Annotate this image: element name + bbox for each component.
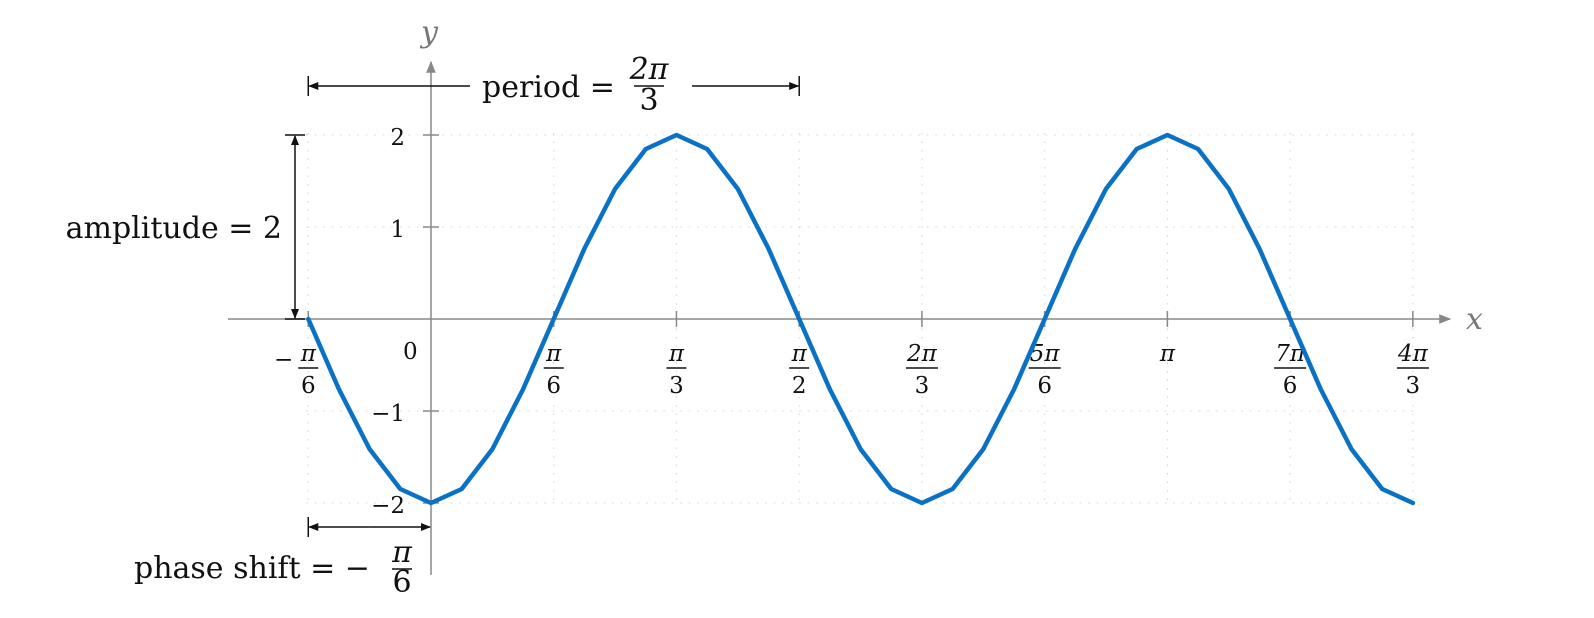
y-tick-label: −2 bbox=[371, 493, 405, 519]
y-tick-label: 2 bbox=[390, 125, 405, 151]
period-label: period = bbox=[482, 70, 615, 105]
series-group bbox=[306, 132, 1416, 506]
x-tick-numerator: 4π bbox=[1397, 341, 1429, 367]
phase-denominator: 6 bbox=[392, 565, 411, 600]
x-tick-denominator: 3 bbox=[1406, 373, 1421, 399]
x-tick-numerator: π bbox=[300, 341, 317, 367]
phase-shift-label: phase shift = − bbox=[134, 551, 370, 586]
x-tick-denominator: 6 bbox=[1037, 373, 1052, 399]
x-tick-denominator: 3 bbox=[915, 373, 930, 399]
x-tick-denominator: 6 bbox=[546, 373, 561, 399]
x-tick-denominator: 3 bbox=[669, 373, 684, 399]
x-tick-label: − π 6 bbox=[274, 341, 319, 399]
axes: x y bbox=[228, 15, 1483, 575]
period-annotation: period = 2π3 bbox=[307, 52, 800, 118]
y-tick-label: 1 bbox=[390, 217, 405, 243]
x-tick-label: 4π3 bbox=[1396, 341, 1429, 399]
x-tick-numerator: π bbox=[791, 341, 808, 367]
x-tick-label: π3 bbox=[666, 341, 687, 399]
x-tick-label: π bbox=[1159, 341, 1176, 367]
x-tick-label: 2π3 bbox=[905, 341, 938, 399]
x-tick-denominator: 6 bbox=[301, 373, 316, 399]
x-tick-denominator: 2 bbox=[792, 373, 807, 399]
period-denominator: 3 bbox=[639, 83, 658, 118]
amplitude-label: amplitude = 2 bbox=[66, 211, 282, 246]
x-axis-label: x bbox=[1466, 302, 1483, 337]
y-tick-label: −1 bbox=[371, 401, 405, 427]
phase-shift-annotation: phase shift = − π6 bbox=[134, 517, 431, 600]
x-tick-label: π6 bbox=[543, 341, 564, 399]
x-tick-numerator: π bbox=[545, 341, 562, 367]
phase-numerator: π bbox=[391, 535, 413, 570]
x-tick-label: π2 bbox=[789, 341, 810, 399]
x-tick-sign: − bbox=[274, 347, 293, 373]
x-tick-text: π bbox=[1159, 341, 1176, 367]
x-tick-numerator: 2π bbox=[906, 341, 938, 367]
x-tick-denominator: 6 bbox=[1283, 373, 1298, 399]
y-axis-label: y bbox=[419, 15, 439, 50]
period-numerator: 2π bbox=[629, 52, 670, 87]
x-tick-numerator: π bbox=[668, 341, 685, 367]
amplitude-annotation: amplitude = 2 bbox=[66, 134, 305, 320]
sine-curve bbox=[306, 132, 1416, 506]
origin-label: 0 bbox=[403, 339, 418, 365]
